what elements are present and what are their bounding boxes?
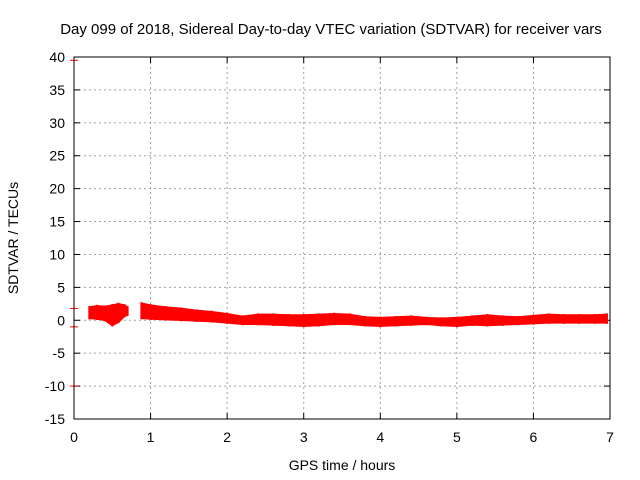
chart-title: Day 099 of 2018, Sidereal Day-to-day VTE… bbox=[60, 21, 602, 38]
y-tick-label: 40 bbox=[49, 49, 65, 65]
y-axis-label: SDTVAR / TECUs bbox=[5, 182, 21, 294]
x-axis-label: GPS time / hours bbox=[289, 457, 396, 473]
y-axis-ticks: -15 -10 -5 0 5 10 15 20 25 30 35 40 bbox=[45, 49, 610, 427]
y-tick-label: -15 bbox=[45, 411, 65, 427]
plot-frame bbox=[73, 56, 611, 420]
x-tick-label: 4 bbox=[376, 429, 384, 445]
y-tick-label: 15 bbox=[49, 214, 65, 230]
grid-layer bbox=[74, 57, 610, 419]
x-tick-label: 7 bbox=[606, 429, 614, 445]
y-tick-label: 35 bbox=[49, 82, 65, 98]
x-tick-label: 3 bbox=[300, 429, 308, 445]
y-tick-label: -5 bbox=[53, 345, 66, 361]
y-tick-label: 20 bbox=[49, 181, 65, 197]
y-tick-label: -10 bbox=[45, 378, 65, 394]
x-tick-label: 5 bbox=[453, 429, 461, 445]
y-tick-label: 25 bbox=[49, 148, 65, 164]
x-tick-label: 0 bbox=[70, 429, 78, 445]
y-tick-label: 10 bbox=[49, 246, 65, 262]
x-tick-label: 2 bbox=[223, 429, 231, 445]
data-layer bbox=[70, 59, 608, 387]
y-tick-label: 0 bbox=[57, 312, 65, 328]
x-tick-label: 6 bbox=[530, 429, 538, 445]
x-axis-ticks: 0 1 2 3 4 5 6 7 bbox=[70, 57, 614, 445]
y-tick-label: 5 bbox=[57, 279, 65, 295]
y-tick-label: 30 bbox=[49, 115, 65, 131]
x-tick-label: 1 bbox=[147, 429, 155, 445]
sdtvar-band bbox=[88, 303, 129, 327]
